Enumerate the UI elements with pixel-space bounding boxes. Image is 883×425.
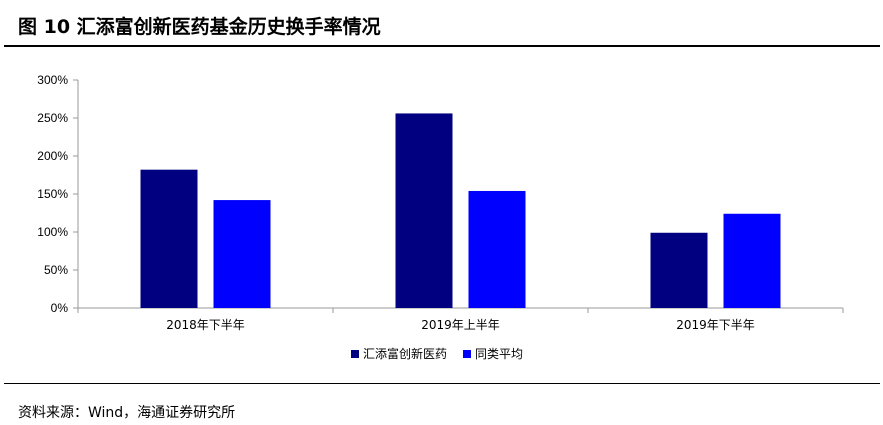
bar-peer-average: [468, 190, 526, 308]
figure-title: 图 10 汇添富创新医药基金历史换手率情况: [18, 16, 381, 38]
x-category-label: 2019年下半年: [676, 318, 755, 332]
y-tick-label: 100%: [37, 225, 68, 239]
y-tick-label: 150%: [37, 187, 68, 201]
top-rule: [4, 45, 880, 47]
y-tick-label: 50%: [44, 263, 68, 277]
bottom-rule: [4, 383, 880, 384]
bar-peer-average: [213, 200, 271, 308]
y-tick-label: 200%: [37, 149, 68, 163]
source-note: 资料来源：Wind，海通证券研究所: [18, 405, 236, 421]
x-category-label: 2018年下半年: [166, 318, 245, 332]
y-tick-label: 0%: [51, 301, 69, 315]
legend-label: 同类平均: [475, 347, 523, 361]
y-tick-label: 300%: [37, 73, 68, 87]
bar-fund: [140, 169, 198, 308]
figure-header: 图 10 汇添富创新医药基金历史换手率情况: [0, 0, 883, 46]
legend-swatch: [351, 350, 359, 358]
x-category-label: 2019年上半年: [421, 318, 500, 332]
y-tick-label: 250%: [37, 111, 68, 125]
legend-swatch: [463, 350, 471, 358]
bar-peer-average: [723, 213, 781, 308]
bar-fund: [395, 113, 453, 308]
legend-label: 汇添富创新医药: [363, 346, 447, 361]
bar-fund: [650, 232, 708, 308]
